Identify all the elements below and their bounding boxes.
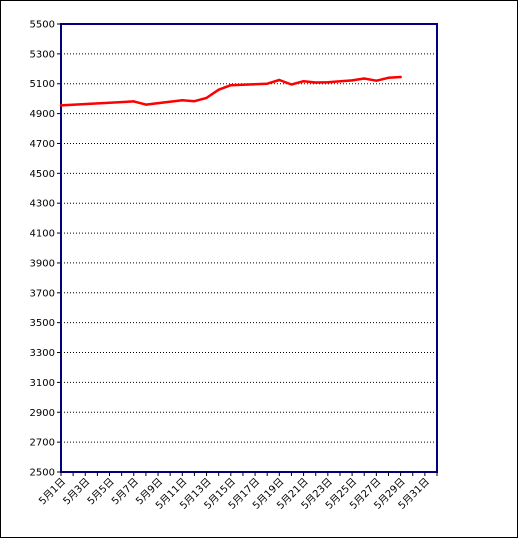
data-point (387, 76, 390, 79)
y-tick-label: 5100 (30, 79, 55, 90)
y-tick-label: 4100 (30, 229, 55, 240)
data-point (363, 77, 366, 80)
y-tick-label: 4300 (30, 199, 55, 210)
data-point (132, 100, 135, 103)
data-point (290, 83, 293, 86)
y-tick-label: 3500 (30, 318, 55, 329)
data-point (314, 81, 317, 84)
plot-area (60, 23, 438, 473)
data-point (350, 79, 354, 82)
data-point (302, 79, 305, 83)
series-group (59, 75, 402, 107)
y-tick-label: 5300 (30, 49, 55, 60)
y-tick-label: 2700 (30, 438, 55, 449)
y-tick-label: 3100 (30, 378, 55, 389)
series-line-0 (59, 75, 402, 107)
y-axis-ticks: 2500 2700 2900 3100 3300 3500 3700 3900 4100 4300… (30, 20, 61, 479)
data-point (217, 88, 220, 91)
data-point (193, 100, 196, 103)
data-point (205, 96, 208, 100)
x-axis-ticks: 5月1日5月3日5月5日5月7日5月9日5月11日5月13日5月15日5月17日… (36, 472, 438, 512)
y-tick-label: 2900 (30, 408, 55, 419)
data-point (326, 81, 330, 84)
y-tick-label: 5500 (30, 20, 55, 31)
data-point (399, 75, 402, 79)
y-tick-label: 2500 (30, 468, 55, 479)
data-point (265, 82, 269, 85)
data-point (144, 103, 148, 106)
y-tick-label: 3300 (30, 348, 55, 359)
y-tick-label: 4700 (30, 139, 55, 150)
data-point (375, 79, 378, 82)
y-tick-label: 4900 (30, 109, 55, 120)
data-point (59, 104, 63, 107)
y-tick-label: 3900 (30, 258, 55, 269)
grid-lines (61, 53, 437, 443)
data-point (278, 78, 281, 82)
y-tick-label: 3700 (30, 288, 55, 299)
data-point (181, 98, 184, 102)
data-point (229, 84, 233, 87)
y-tick-label: 4500 (30, 169, 55, 180)
